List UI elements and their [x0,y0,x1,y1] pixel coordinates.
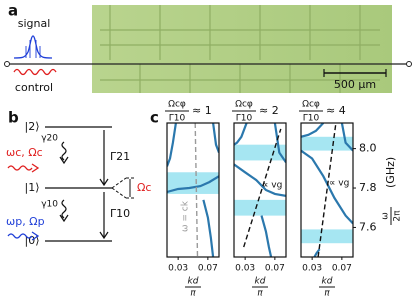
scale-bar [323,69,387,77]
probe-drive [7,231,40,241]
port [406,61,412,67]
x-tick-label: 0.03 [168,264,188,274]
x-tick-label: 0.03 [235,264,255,274]
y-tick-label: 8.0 [359,142,377,155]
x-tick-label: 0.07 [332,264,352,274]
y-label: ω 2π (GHz) [381,157,403,225]
x-label: kd [322,277,333,287]
control-drive-label: ωc, Ωc [6,146,43,159]
x-label: kd [188,277,199,287]
guide-line [317,123,337,257]
x-tick-label: 0.07 [265,264,285,274]
decay-label: Γ10 [110,207,130,220]
dispersion-curve [234,123,286,257]
chip-pattern [100,5,380,93]
signal-label: signal [18,17,51,30]
decay-label: γ10 [41,200,58,210]
control-wave [13,68,57,76]
dispersion-curve [167,123,219,257]
decay-label: γ20 [41,134,58,144]
probe-drive-label: ωp, Ωp [6,215,45,228]
x-label: kd [255,277,266,287]
splitting-label: Ωc [137,181,151,194]
title: Ωcφ [168,100,186,110]
title: ≈ 1 [192,104,212,117]
control-label: control [15,81,53,94]
dressed-states [111,177,136,199]
guide-line [243,128,282,248]
panel-label: c [150,109,159,127]
x-tick-label: 0.03 [302,264,322,274]
stop-band [301,136,353,151]
decay-arrows [59,130,109,240]
x-label: π [324,289,330,297]
title: Ωcφ [302,100,320,110]
title: ≈ 4 [326,104,346,117]
annotation: ∝ vg [262,181,282,191]
signal-pulse [25,40,41,58]
guide-line [194,123,199,257]
title: Γ10 [236,114,253,124]
x-label: π [257,289,263,297]
y-label: ω [381,212,391,220]
stop-band [301,229,353,244]
y-label: 2π [393,210,403,222]
signal-pulse [13,35,53,59]
level-label: |2⟩ [25,120,40,133]
energy-levels [45,126,112,242]
stop-band [234,144,286,161]
panel-label: a [8,2,18,20]
annotation: ∝ vg [329,179,349,189]
decay-label: Γ21 [110,150,130,163]
level-label: |1⟩ [25,181,40,194]
chip-photo [92,5,392,93]
annotation: ω = ck [181,200,191,232]
x-label: π [190,289,196,297]
title: Ωcφ [235,100,253,110]
control-drive [7,163,40,173]
y-label: (GHz) [384,157,397,188]
title: Γ10 [303,114,320,124]
port [4,61,10,67]
plot-frame [166,122,220,258]
title: ≈ 2 [259,104,279,117]
y-tick-label: 7.8 [359,181,377,194]
dispersion-curve [301,123,353,257]
stop-band [234,199,286,216]
plot-frame [300,122,354,258]
plot-frame [233,122,287,258]
x-tick-label: 0.07 [198,264,218,274]
panel-label: b [8,109,19,127]
scale-label: 500 μm [334,78,376,91]
y-tick-label: 7.6 [359,220,377,233]
title: Γ10 [169,114,186,124]
